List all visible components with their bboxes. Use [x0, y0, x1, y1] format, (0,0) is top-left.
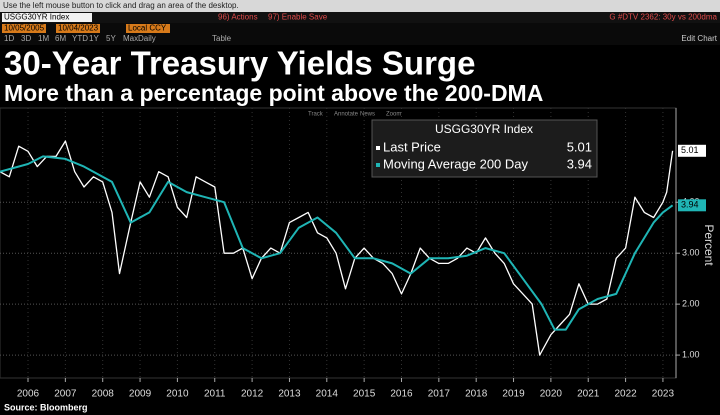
- edit-chart[interactable]: Edit Chart: [681, 34, 717, 43]
- legend: USGG30YR Index Last Price 5.01 Moving Avera…: [371, 119, 598, 178]
- security[interactable]: USGG30YR Index: [4, 13, 69, 22]
- y-tick-label: 1.00: [682, 349, 700, 359]
- x-tick-label: 2012: [241, 389, 264, 400]
- x-tick-label: 2021: [577, 389, 600, 400]
- x-tick-label: 2018: [465, 389, 488, 400]
- x-tick-label: 2013: [278, 389, 301, 400]
- chart-name: G #DTV 2362: 30y vs 200dma: [609, 13, 717, 22]
- x-tick-label: 2017: [428, 389, 451, 400]
- series-line: [0, 155, 674, 331]
- legend-label: Moving Average 200 Day: [383, 156, 529, 171]
- period-button[interactable]: 1D: [4, 34, 14, 43]
- period-button[interactable]: 1Y: [89, 34, 99, 43]
- legend-swatch: [376, 163, 380, 167]
- toolbar: [0, 12, 720, 23]
- x-tick-label: 2023: [652, 389, 675, 400]
- y-tick-label: 3.00: [682, 248, 700, 258]
- end-date[interactable]: 10/04/2023: [58, 24, 99, 33]
- source: Source: Bloomberg: [4, 402, 88, 412]
- tool-button[interactable]: News: [360, 112, 375, 118]
- legend-label: Last Price: [383, 139, 441, 154]
- x-tick-label: 2009: [129, 389, 152, 400]
- y-axis-label: Percent: [702, 224, 716, 266]
- tool-button[interactable]: Track: [308, 112, 324, 118]
- period-button[interactable]: 5Y: [106, 34, 116, 43]
- end-date-box[interactable]: [56, 24, 100, 33]
- tool-button[interactable]: Zoom: [386, 112, 401, 118]
- x-tick-label: 2020: [540, 389, 563, 400]
- period-button[interactable]: 3D: [21, 34, 31, 43]
- table[interactable]: Table: [212, 34, 232, 43]
- frequency[interactable]: Daily: [138, 34, 156, 43]
- x-tick-label: 2014: [316, 389, 339, 400]
- x-tick-label: 2022: [614, 389, 637, 400]
- last-value-tag: [678, 199, 706, 212]
- last-value-label: 5.01: [681, 145, 699, 155]
- last-value-label: 3.94: [681, 200, 699, 210]
- currency-box[interactable]: [126, 24, 170, 33]
- period-button[interactable]: YTD: [72, 34, 88, 43]
- period-button[interactable]: Max: [123, 34, 138, 43]
- controls: [0, 23, 720, 45]
- tool-button[interactable]: Annotate: [334, 112, 359, 118]
- last-value-tag: [678, 144, 706, 157]
- chart-subtitle: More than a percentage point above the 2…: [4, 80, 543, 106]
- x-tick-label: 2007: [54, 389, 77, 400]
- period-button[interactable]: 6M: [55, 34, 66, 43]
- x-tick-label: 2006: [17, 389, 40, 400]
- legend-value: 5.01: [567, 139, 592, 154]
- x-tick-label: 2019: [502, 389, 525, 400]
- hint-bar: [0, 0, 720, 12]
- x-tick-label: 2015: [353, 389, 376, 400]
- x-tick-label: 2011: [204, 389, 226, 400]
- security-box[interactable]: [2, 13, 92, 22]
- legend-title: USGG30YR Index: [435, 122, 533, 136]
- legend-value: 3.94: [567, 156, 592, 171]
- legend-swatch: [376, 146, 380, 150]
- x-tick-label: 2016: [390, 389, 413, 400]
- enable-save[interactable]: 97) Enable Save: [268, 13, 328, 22]
- y-tick-label: 2.00: [682, 299, 700, 309]
- actions[interactable]: 96) Actions: [218, 13, 258, 22]
- series-line: [0, 140, 674, 356]
- x-tick-label: 2010: [166, 389, 189, 400]
- currency[interactable]: Local CCY: [128, 24, 167, 33]
- legend-box: [371, 119, 598, 178]
- period-button[interactable]: 1M: [38, 34, 49, 43]
- start-date[interactable]: 10/05/2005: [4, 24, 45, 33]
- x-tick-label: 2008: [92, 389, 115, 400]
- window-hint: Use the left mouse button to click and d…: [3, 1, 239, 10]
- start-date-box[interactable]: [2, 24, 46, 33]
- chart-title: 30-Year Treasury Yields Surge: [4, 45, 475, 82]
